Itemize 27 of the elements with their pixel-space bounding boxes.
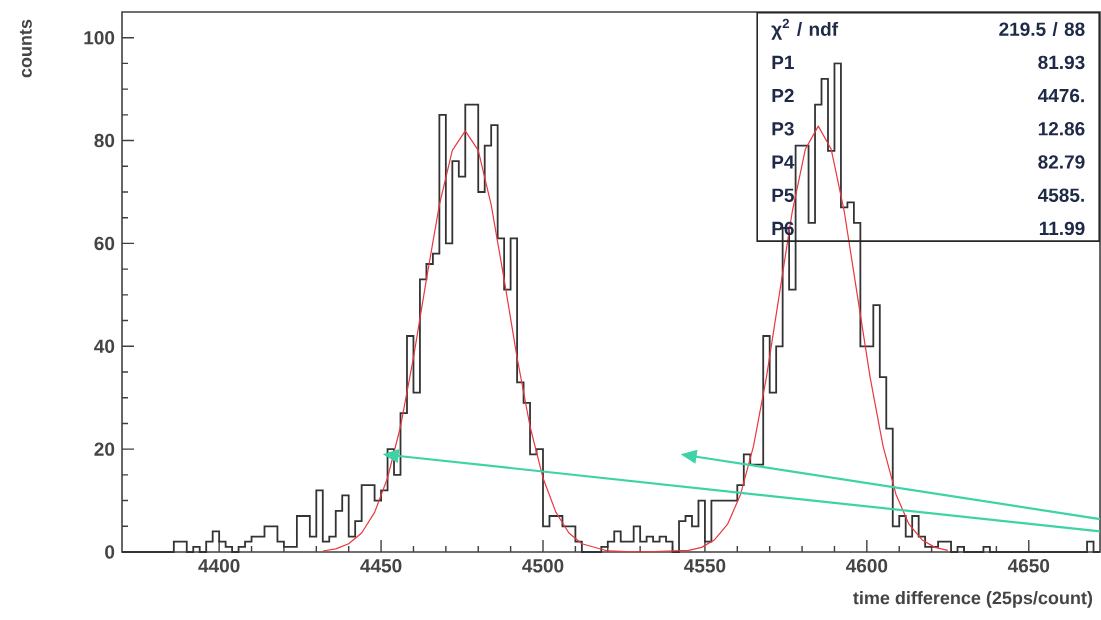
annotation: 11.99 <box>1039 221 1085 236</box>
annotation: 4585. <box>1037 188 1084 202</box>
annotation: P1 <box>772 55 794 69</box>
x-axis-title: time difference (25ps/count) <box>853 591 1093 608</box>
annotation: 4476. <box>1037 88 1084 103</box>
annotation: 82.79 <box>1038 155 1085 169</box>
y-axis-title: counts <box>19 19 32 78</box>
x-tick-label: 4550 <box>684 559 726 573</box>
annotation: P3 <box>772 122 794 136</box>
annotation: 81.93 <box>1038 55 1085 70</box>
x-tick-label: 4450 <box>360 559 402 573</box>
annotation: P5 <box>772 188 794 202</box>
x-tick-label: 4600 <box>845 559 888 573</box>
x-tick-label: 4500 <box>522 559 564 573</box>
annotation: χ$^{2}$ / ndf <box>771 18 839 40</box>
y-tick-label: 100 <box>84 30 115 45</box>
x-tick-label: 4400 <box>198 559 240 573</box>
x-tick-label: 4650 <box>1007 559 1050 573</box>
y-tick-label: 60 <box>94 236 115 251</box>
y-tick-label: 0 <box>105 545 115 559</box>
annotation: P2 <box>772 88 794 103</box>
y-tick-label: 20 <box>94 442 115 456</box>
annotation: P4 <box>772 155 795 169</box>
annotation: 12.86 <box>1038 122 1085 136</box>
y-tick-label: 40 <box>94 339 115 354</box>
annotation: 219.5 / 88 <box>999 21 1085 37</box>
y-tick-label: 80 <box>94 133 115 148</box>
